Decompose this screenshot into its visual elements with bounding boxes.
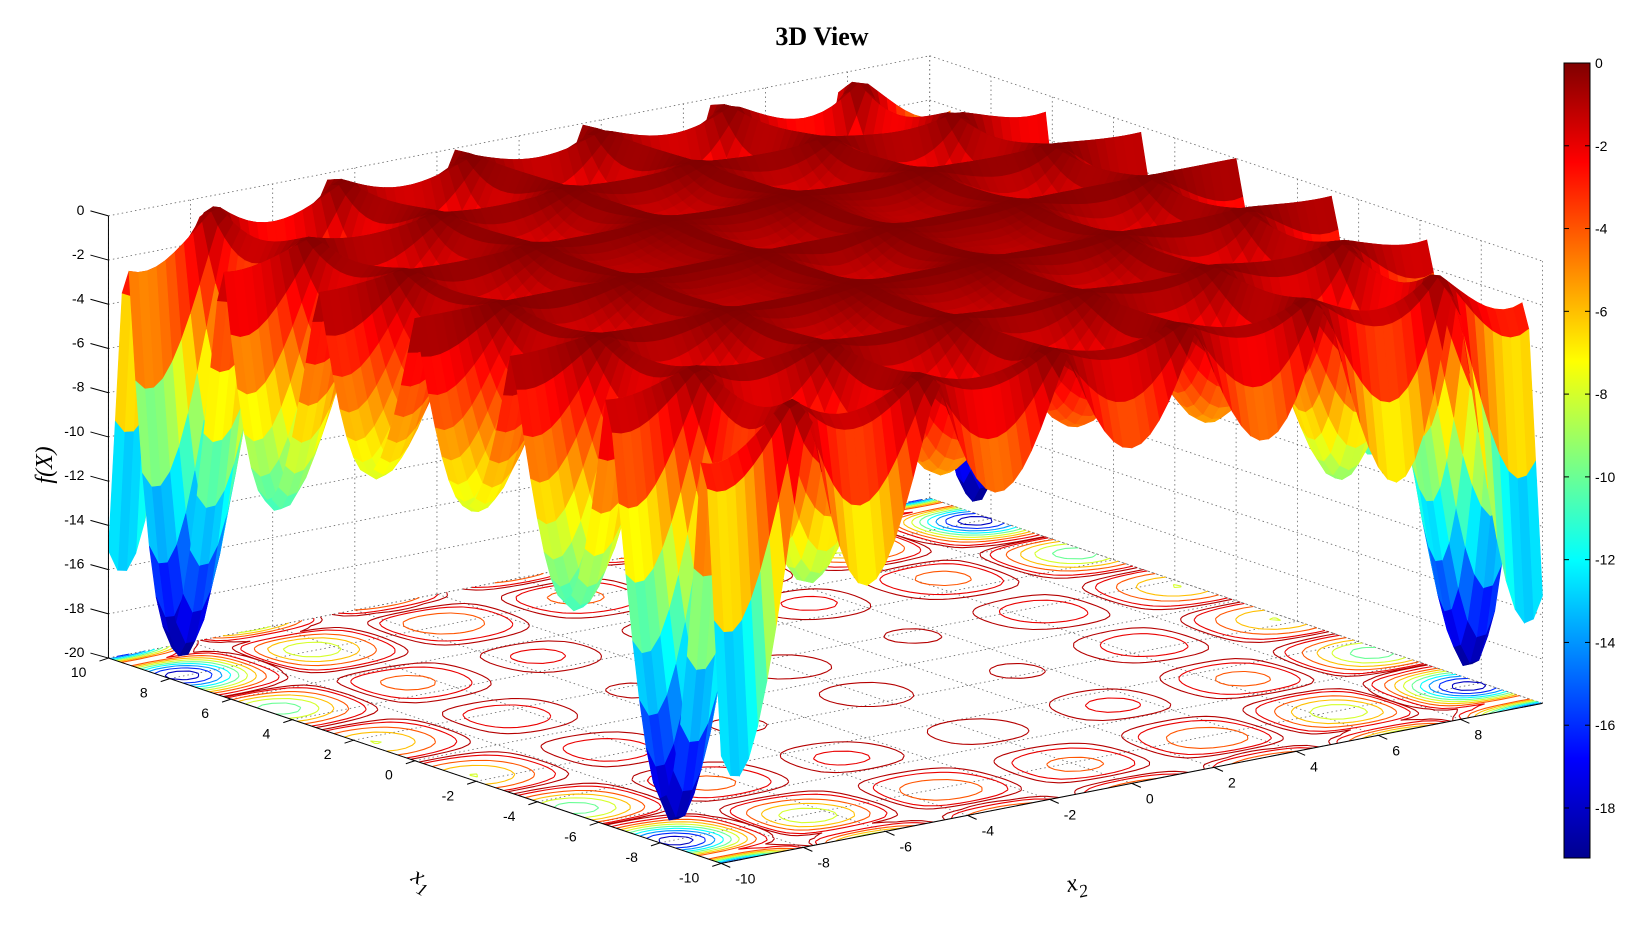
floor-gridline bbox=[414, 600, 1237, 762]
contour-level bbox=[116, 500, 1535, 862]
surface-mesh bbox=[108, 81, 1543, 821]
contour-level bbox=[114, 499, 1537, 862]
contour-level bbox=[109, 497, 1542, 864]
floor-contours bbox=[109, 497, 1542, 864]
contour-level bbox=[111, 498, 1539, 863]
chart-title: 3D View bbox=[775, 22, 868, 51]
contour-level bbox=[164, 516, 1487, 846]
contour-level bbox=[118, 500, 1533, 861]
